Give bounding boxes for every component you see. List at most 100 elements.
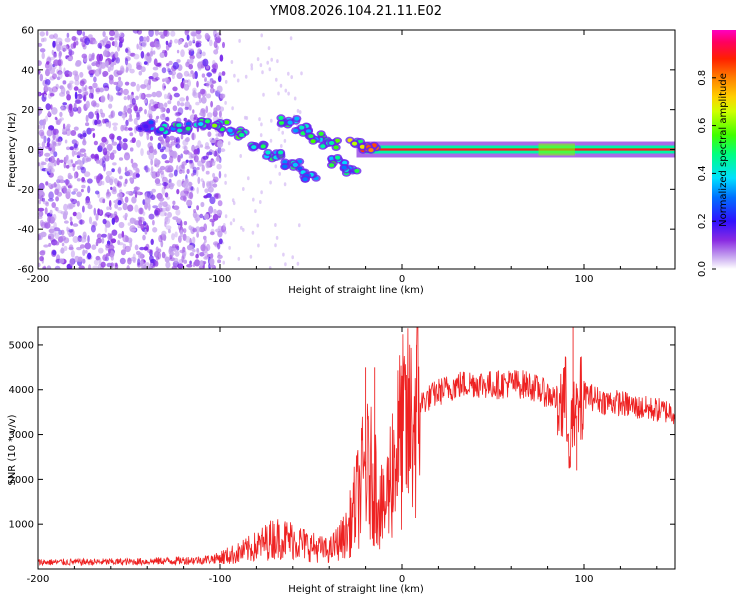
noise-cell bbox=[89, 40, 93, 45]
noise-cell bbox=[76, 246, 82, 251]
noise-cell bbox=[148, 152, 155, 160]
noise-cell bbox=[116, 135, 122, 141]
noise-cell bbox=[39, 219, 44, 227]
track-point bbox=[310, 139, 316, 144]
noise-cell bbox=[70, 130, 77, 136]
noise-cell bbox=[102, 156, 106, 163]
noise-cell bbox=[172, 205, 180, 210]
noise-cell bbox=[150, 194, 156, 200]
noise-cell bbox=[118, 76, 122, 81]
noise-cell bbox=[216, 163, 222, 170]
noise-cell bbox=[77, 237, 81, 243]
sparse-cell bbox=[224, 79, 228, 84]
noise-cell bbox=[150, 262, 154, 267]
noise-cell bbox=[91, 62, 96, 67]
noise-cell bbox=[92, 132, 96, 139]
noise-cell bbox=[164, 116, 170, 122]
noise-cell bbox=[88, 85, 93, 90]
noise-cell bbox=[76, 212, 82, 220]
noise-cell bbox=[98, 209, 104, 216]
noise-cell bbox=[140, 84, 147, 89]
noise-cell bbox=[164, 50, 168, 58]
noise-cell bbox=[174, 38, 179, 44]
noise-cell bbox=[169, 94, 173, 101]
sparse-cell bbox=[274, 243, 277, 248]
y-tick-label: -20 bbox=[18, 185, 34, 196]
noise-cell bbox=[188, 104, 192, 111]
noise-cell bbox=[102, 118, 106, 124]
noise-cell bbox=[205, 93, 212, 99]
noise-cell bbox=[73, 143, 79, 149]
noise-cell bbox=[135, 95, 139, 101]
noise-cell bbox=[168, 173, 174, 178]
noise-cell bbox=[92, 40, 98, 45]
noise-cell bbox=[190, 226, 195, 235]
noise-cell bbox=[48, 235, 52, 240]
noise-cell bbox=[205, 170, 210, 175]
noise-cell bbox=[201, 96, 207, 104]
noise-cell bbox=[202, 58, 209, 67]
noise-cell bbox=[74, 91, 78, 100]
noise-cell bbox=[120, 141, 124, 148]
track-point bbox=[212, 123, 218, 128]
track-point bbox=[329, 163, 335, 168]
noise-cell bbox=[79, 244, 86, 249]
noise-cell bbox=[56, 37, 63, 44]
noise-cell bbox=[210, 83, 214, 89]
noise-cell bbox=[100, 95, 106, 103]
noise-cell bbox=[152, 72, 159, 78]
sparse-cell bbox=[223, 225, 226, 230]
sparse-cell bbox=[257, 243, 260, 248]
noise-cell bbox=[44, 157, 49, 162]
noise-cell bbox=[210, 100, 214, 108]
noise-cell bbox=[203, 256, 209, 260]
noise-cell bbox=[134, 204, 139, 213]
noise-cell bbox=[180, 190, 187, 198]
noise-cell bbox=[204, 78, 207, 83]
noise-cell bbox=[93, 259, 99, 266]
noise-cell bbox=[124, 166, 128, 173]
noise-cell bbox=[152, 219, 155, 226]
sparse-cell bbox=[277, 127, 281, 132]
noise-cell bbox=[82, 249, 86, 256]
noise-cell bbox=[155, 90, 162, 98]
noise-cell bbox=[113, 211, 118, 217]
noise-cell bbox=[122, 138, 128, 143]
noise-cell bbox=[105, 243, 111, 249]
noise-cell bbox=[185, 61, 190, 67]
noise-cell bbox=[47, 183, 52, 188]
noise-cell bbox=[206, 181, 212, 189]
noise-cell bbox=[143, 61, 148, 65]
noise-cell bbox=[52, 73, 57, 80]
noise-cell bbox=[217, 242, 221, 250]
noise-cell bbox=[111, 168, 115, 173]
noise-cell bbox=[184, 106, 189, 111]
noise-cell bbox=[202, 180, 206, 189]
noise-cell bbox=[112, 149, 117, 154]
noise-cell bbox=[92, 82, 98, 89]
noise-cell bbox=[186, 168, 190, 174]
noise-cell bbox=[138, 218, 143, 227]
sparse-cell bbox=[270, 57, 274, 62]
sparse-cell bbox=[298, 110, 302, 115]
noise-cell bbox=[95, 213, 99, 221]
noise-cell bbox=[44, 83, 49, 91]
noise-cell bbox=[180, 220, 183, 228]
y-tick-label: 3000 bbox=[9, 430, 34, 441]
noise-cell bbox=[218, 110, 222, 118]
noise-cell bbox=[186, 199, 193, 207]
noise-cell bbox=[170, 70, 177, 76]
noise-cell bbox=[182, 139, 189, 146]
noise-cell bbox=[116, 92, 122, 96]
noise-cell bbox=[204, 188, 209, 193]
noise-cell bbox=[184, 42, 188, 48]
noise-cell bbox=[183, 228, 187, 234]
sparse-cell bbox=[260, 33, 264, 38]
spectrogram-xlabel: Height of straight line (km) bbox=[288, 285, 424, 296]
noise-cell bbox=[85, 100, 90, 109]
noise-cell bbox=[161, 251, 166, 259]
noise-cell bbox=[51, 86, 58, 93]
noise-cell bbox=[138, 45, 143, 51]
noise-cell bbox=[190, 70, 194, 75]
